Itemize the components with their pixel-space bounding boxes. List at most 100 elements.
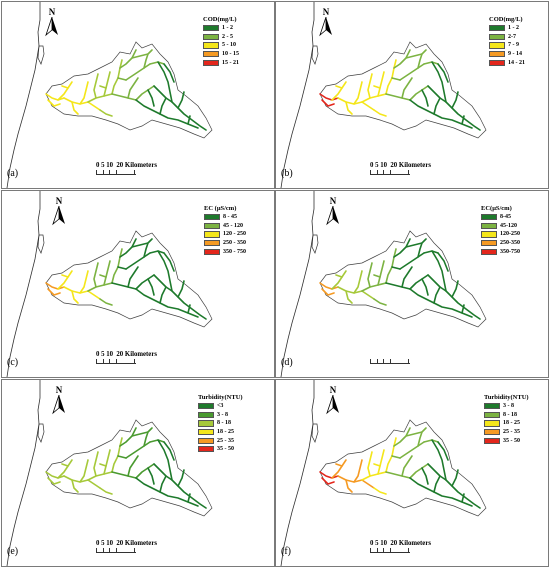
river-segment <box>361 93 387 103</box>
river-segment <box>451 280 459 298</box>
river-segment <box>335 274 343 278</box>
river-segment <box>127 266 139 288</box>
river-segment <box>421 467 429 485</box>
river-segment <box>135 288 161 304</box>
river-segment <box>159 491 199 507</box>
river-segment <box>391 266 401 270</box>
river-segment <box>163 252 175 272</box>
legend-swatch <box>198 428 214 436</box>
north-arrow: N <box>323 386 343 420</box>
legend-label: <3 <box>217 403 224 410</box>
river-segment <box>361 290 375 300</box>
legend-label: 45-120 <box>500 222 517 229</box>
north-arrow: N <box>49 386 69 420</box>
legend-item: 350-750 <box>481 247 520 256</box>
river-segment <box>143 49 153 69</box>
river-segment <box>47 477 61 485</box>
legend-swatch <box>203 25 219 32</box>
river-segment <box>431 61 447 103</box>
river-segment <box>373 109 387 117</box>
legend-item: 250-350 <box>481 239 520 248</box>
river-segment <box>93 73 99 99</box>
river-segment <box>131 242 149 248</box>
legend-item: 8 - 45 <box>204 213 246 222</box>
legend-label: 5 - 10 <box>222 42 236 49</box>
river-segment <box>321 288 335 296</box>
legend-item: 7 - 9 <box>489 41 525 50</box>
river-segment <box>345 290 353 304</box>
legend-swatch <box>484 428 500 436</box>
panel-label: (f) <box>281 546 291 557</box>
legend-swatch <box>204 231 220 238</box>
scale-bar: 0 5 10 20 Kilometers <box>370 162 431 176</box>
river-segment <box>433 113 473 129</box>
scale-ticks <box>370 359 410 365</box>
river-segment <box>157 250 173 292</box>
scale-ticks-label: 0 5 10 <box>370 162 387 169</box>
legend-swatch <box>481 248 497 255</box>
legend-label: 8 - 18 <box>217 420 231 427</box>
map-canvas-d <box>280 191 487 377</box>
panel-label: (b) <box>281 168 293 179</box>
river-segment <box>321 99 335 107</box>
river-segment <box>405 242 423 248</box>
map-canvas-c <box>6 191 213 377</box>
legend-swatch <box>204 214 220 221</box>
coastline <box>280 2 315 188</box>
river-segment <box>93 451 99 477</box>
legend-item: 2-7 <box>489 33 525 42</box>
river-segment <box>111 471 137 479</box>
legend-swatch <box>484 437 500 444</box>
river-segment <box>87 282 113 292</box>
river-segment <box>71 479 79 493</box>
river-segment <box>361 282 387 292</box>
river-segment <box>57 270 73 290</box>
scale-unit-label: 20 Kilometers <box>116 540 157 547</box>
river-segment <box>99 85 107 89</box>
river-segment <box>63 475 89 483</box>
legend-item: 8 - 18 <box>484 411 529 420</box>
legend-swatch <box>489 50 505 58</box>
scale-ticks-label: 0 5 10 <box>370 540 387 547</box>
river-segment <box>417 49 427 69</box>
legend-label: 2 - 5 <box>222 33 233 40</box>
north-arrow: N <box>42 8 62 42</box>
river-segment <box>431 250 447 292</box>
north-label: N <box>55 385 63 395</box>
river-segment <box>433 491 473 507</box>
river-segment <box>87 479 101 489</box>
legend-item: 18 - 25 <box>198 428 243 437</box>
river-segment <box>437 63 449 83</box>
river-segment <box>127 77 139 99</box>
coastline <box>280 380 315 566</box>
river-segment <box>335 463 343 467</box>
legend-label: 350 - 750 <box>223 248 246 255</box>
river-segment <box>335 85 343 89</box>
river-segment <box>63 286 89 294</box>
legend-item: 25 - 35 <box>198 436 243 445</box>
legend-label: 10 - 15 <box>222 51 239 58</box>
lagoon-outline <box>311 45 319 65</box>
river-segment <box>393 49 411 69</box>
legend-label: 250 - 350 <box>223 240 246 247</box>
river-segment <box>401 77 413 99</box>
coastline <box>6 2 41 188</box>
map-canvas-a <box>6 2 213 188</box>
map-canvas-e <box>6 380 213 566</box>
legend-swatch <box>484 420 500 427</box>
river-segment <box>373 487 387 495</box>
river-segment <box>93 262 99 288</box>
legend-item: 250 - 350 <box>204 239 246 248</box>
legend-label: 120-250 <box>500 231 520 238</box>
basin-boundary <box>45 419 213 517</box>
legend-item: 5 - 10 <box>203 41 239 50</box>
legend-label: 3 - 8 <box>217 411 228 418</box>
river-segment <box>71 101 79 115</box>
north-arrow: N <box>49 197 69 231</box>
river-segment <box>119 238 137 258</box>
north-label: N <box>55 196 63 206</box>
legend-swatch <box>198 446 214 453</box>
panel-label: (a) <box>7 168 19 179</box>
river-segment <box>143 238 153 258</box>
